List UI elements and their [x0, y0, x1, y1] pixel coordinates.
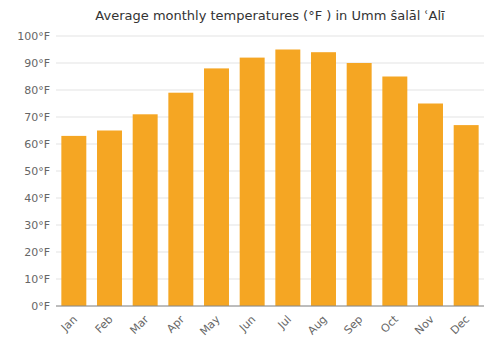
x-tick-label: Nov: [412, 313, 437, 338]
bar: [418, 104, 443, 307]
bar: [240, 58, 265, 306]
grid-line: [56, 36, 484, 37]
x-tick-label: Jan: [58, 313, 80, 335]
bar: [347, 63, 372, 306]
bar: [204, 68, 229, 306]
grid-line: [56, 90, 484, 91]
y-tick-label: 0°F: [31, 300, 50, 313]
bar: [454, 125, 479, 306]
y-tick-label: 20°F: [24, 246, 50, 259]
y-tick-label: 30°F: [24, 219, 50, 232]
bar: [382, 77, 407, 307]
y-tick-label: 10°F: [24, 273, 50, 286]
y-tick-label: 60°F: [24, 138, 50, 151]
x-tick-label: Aug: [305, 313, 329, 337]
y-tick-label: 40°F: [24, 192, 50, 205]
x-tick-label: Feb: [93, 313, 116, 336]
y-tick-label: 70°F: [24, 111, 50, 124]
x-axis-line: [56, 306, 484, 307]
bar: [275, 50, 300, 307]
bars: [61, 50, 478, 307]
y-tick-label: 80°F: [24, 84, 50, 97]
x-tick-label: May: [197, 313, 223, 339]
y-tick-label: 90°F: [24, 57, 50, 70]
x-tick-label: Mar: [127, 313, 151, 337]
x-tick-label: Sep: [341, 313, 365, 337]
bar: [133, 114, 158, 306]
title: Average monthly temperatures (°F ) in Um…: [95, 8, 445, 23]
grid-line: [56, 306, 484, 307]
x-tick-label: Dec: [448, 313, 472, 337]
x-tick-label: Apr: [164, 313, 187, 336]
chart: Average monthly temperatures (°F ) in Um…: [0, 0, 500, 350]
y-tick-label: 50°F: [24, 165, 50, 178]
y-tick-label: 100°F: [17, 30, 50, 43]
bar: [61, 136, 86, 306]
bar: [311, 52, 336, 306]
x-tick-label: Oct: [378, 312, 401, 335]
bar: [97, 131, 122, 307]
x-tick-label: Jun: [236, 313, 258, 335]
bar: [168, 93, 193, 306]
grid-line: [56, 63, 484, 64]
x-tick-label: Jul: [275, 313, 294, 332]
